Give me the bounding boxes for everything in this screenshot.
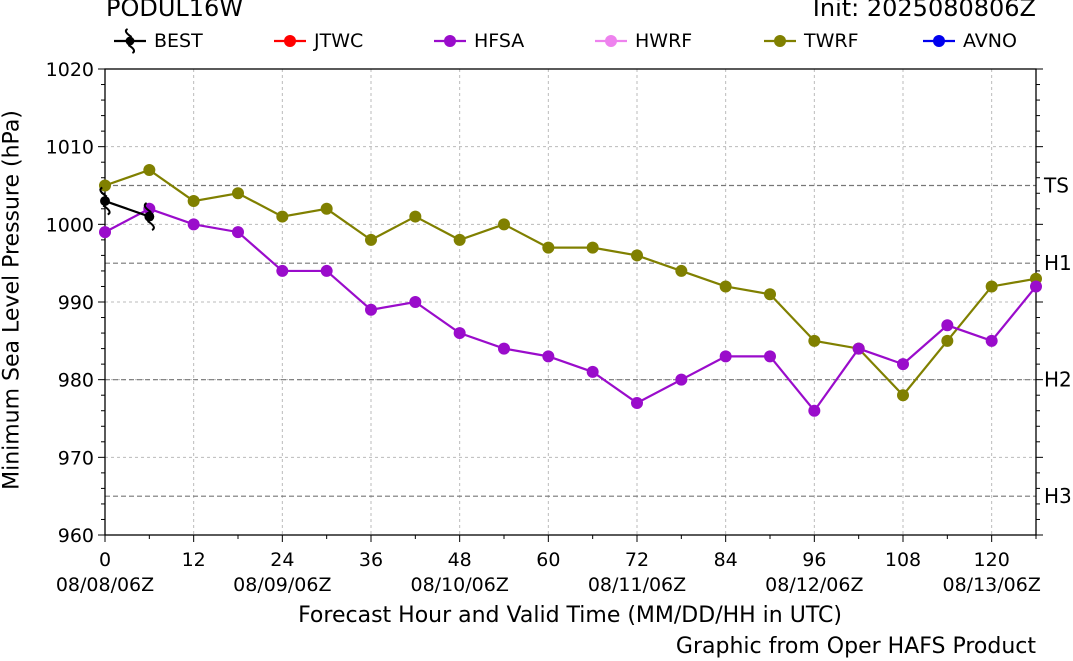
data-point-hfsa bbox=[985, 334, 998, 347]
legend-item-jtwc: JTWC bbox=[272, 28, 363, 54]
legend-label: HWRF bbox=[635, 30, 693, 52]
legend-label: BEST bbox=[154, 30, 203, 52]
date-tick-label: 08/08/06Z bbox=[56, 574, 154, 596]
data-point-hfsa bbox=[453, 327, 466, 340]
data-point-twrf bbox=[941, 334, 954, 347]
data-point-twrf bbox=[498, 218, 510, 231]
legend-item-hwrf: HWRF bbox=[593, 28, 692, 54]
storm-id-title: PODUL16W bbox=[106, 0, 244, 22]
data-point-twrf bbox=[409, 210, 422, 223]
legend-label: TWRF bbox=[804, 30, 859, 52]
x-tick-label: 108 bbox=[885, 549, 921, 571]
y-tick-label: 980 bbox=[58, 370, 94, 392]
threshold-label-h1: H1 bbox=[1044, 251, 1072, 275]
data-point-hfsa bbox=[276, 264, 289, 277]
date-tick-label: 08/09/06Z bbox=[233, 574, 331, 596]
data-point-hfsa bbox=[852, 342, 865, 355]
data-point-hfsa bbox=[542, 350, 555, 363]
legend-marker-icon bbox=[764, 35, 796, 47]
hurricane-symbol-icon bbox=[114, 28, 146, 54]
legend-item-best: BEST bbox=[112, 28, 203, 54]
data-point-twrf bbox=[631, 249, 643, 262]
data-point-hfsa bbox=[941, 319, 954, 332]
y-axis-label: Minimum Sea Level Pressure (hPa) bbox=[0, 110, 25, 490]
data-point-hfsa bbox=[99, 226, 111, 239]
x-tick-label: 36 bbox=[359, 549, 383, 571]
threshold-label-ts: TS bbox=[1043, 174, 1069, 198]
x-tick-label: 120 bbox=[974, 549, 1010, 571]
legend-label: HFSA bbox=[474, 30, 525, 52]
y-tick-label: 1000 bbox=[46, 214, 94, 236]
data-point-hfsa bbox=[631, 396, 643, 409]
data-point-twrf bbox=[453, 233, 466, 246]
y-tick-label: 1020 bbox=[46, 59, 94, 81]
data-point-twrf bbox=[320, 202, 333, 215]
y-tick-label: 970 bbox=[58, 447, 94, 469]
legend-item-avno: AVNO bbox=[921, 28, 1017, 54]
data-point-twrf bbox=[897, 389, 909, 402]
x-tick-label: 48 bbox=[448, 549, 472, 571]
legend-marker-icon bbox=[274, 35, 306, 47]
data-point-hfsa bbox=[320, 264, 333, 277]
y-tick-label: 990 bbox=[58, 292, 94, 314]
data-point-twrf bbox=[276, 210, 289, 223]
legend-marker-icon bbox=[434, 35, 466, 47]
data-point-twrf bbox=[365, 233, 377, 246]
legend-item-hfsa: HFSA bbox=[432, 28, 524, 54]
data-point-hfsa bbox=[409, 296, 422, 308]
data-point-twrf bbox=[542, 241, 555, 254]
date-tick-label: 08/13/06Z bbox=[942, 574, 1040, 596]
y-tick-label: 1010 bbox=[46, 137, 94, 159]
best-track-hurricane-icon bbox=[99, 186, 111, 216]
legend-marker-icon bbox=[595, 35, 627, 47]
data-point-twrf bbox=[232, 187, 244, 200]
data-point-twrf bbox=[187, 195, 200, 208]
x-tick-label: 60 bbox=[536, 549, 560, 571]
x-tick-label: 96 bbox=[802, 549, 826, 571]
data-point-hfsa bbox=[365, 303, 377, 316]
legend-item-twrf: TWRF bbox=[762, 28, 859, 54]
series-line-twrf bbox=[104, 168, 1037, 397]
x-tick-label: 12 bbox=[182, 549, 206, 571]
legend-label: JTWC bbox=[314, 30, 364, 52]
data-point-twrf bbox=[719, 280, 732, 293]
data-point-hfsa bbox=[143, 202, 156, 215]
x-tick-label: 0 bbox=[99, 549, 111, 571]
legend-label: AVNO bbox=[963, 30, 1017, 52]
data-point-hfsa bbox=[808, 404, 821, 417]
series-line-hfsa bbox=[104, 207, 1037, 413]
legend-marker-icon bbox=[923, 35, 955, 47]
date-tick-label: 08/10/06Z bbox=[410, 574, 508, 596]
data-point-twrf bbox=[764, 288, 776, 301]
threshold-label-h2: H2 bbox=[1044, 368, 1072, 392]
data-point-hfsa bbox=[187, 218, 200, 231]
x-tick-label: 72 bbox=[625, 549, 649, 571]
data-point-hfsa bbox=[1030, 280, 1042, 293]
date-tick-label: 08/12/06Z bbox=[765, 574, 863, 596]
data-point-twrf bbox=[808, 334, 821, 347]
best-track-hurricane-icon bbox=[143, 202, 155, 231]
data-point-twrf bbox=[985, 280, 998, 293]
x-tick-label: 84 bbox=[714, 549, 738, 571]
data-point-twrf bbox=[586, 241, 599, 254]
threshold-label-h3: H3 bbox=[1044, 484, 1072, 508]
credit-text: Graphic from Oper HAFS Product bbox=[675, 634, 1036, 659]
data-point-hfsa bbox=[232, 226, 244, 239]
date-tick-label: 08/11/06Z bbox=[588, 574, 686, 596]
data-point-hfsa bbox=[498, 342, 510, 355]
series-line-best bbox=[104, 199, 150, 218]
data-point-twrf bbox=[143, 163, 156, 176]
data-point-hfsa bbox=[764, 350, 776, 363]
data-point-hfsa bbox=[719, 350, 732, 363]
data-point-hfsa bbox=[675, 373, 688, 386]
y-tick-label: 960 bbox=[58, 525, 94, 547]
data-point-hfsa bbox=[897, 358, 909, 371]
x-tick-label: 24 bbox=[270, 549, 294, 571]
data-point-hfsa bbox=[586, 365, 599, 378]
init-time-title: Init: 2025080806Z bbox=[812, 0, 1036, 22]
x-axis-label: Forecast Hour and Valid Time (MM/DD/HH i… bbox=[298, 603, 842, 628]
data-point-twrf bbox=[675, 264, 688, 277]
